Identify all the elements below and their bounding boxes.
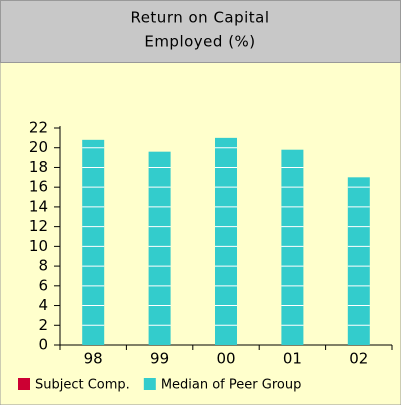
legend-swatch: [18, 378, 30, 390]
bar: [215, 137, 237, 345]
chart-title: Employed (%): [144, 33, 255, 51]
x-tick-label: 98: [84, 350, 103, 368]
y-tick-label: 20: [29, 138, 48, 156]
y-tick-label: 18: [29, 158, 48, 176]
x-tick-label: 02: [349, 350, 368, 368]
legend-swatch: [143, 378, 156, 390]
y-tick-label: 0: [38, 336, 48, 354]
x-tick-label: 99: [150, 350, 169, 368]
bar: [281, 149, 304, 345]
y-tick-label: 8: [38, 257, 48, 275]
header: [0, 0, 401, 63]
y-tick-label: 4: [38, 296, 48, 314]
x-tick-label: 01: [283, 350, 302, 368]
bar: [347, 177, 370, 345]
y-tick-label: 2: [38, 316, 48, 334]
y-tick-label: 6: [38, 276, 48, 294]
y-tick-label: 22: [29, 119, 48, 137]
x-tick-label: 00: [216, 350, 235, 368]
y-tick-label: 16: [29, 178, 48, 196]
bar: [148, 151, 171, 345]
legend-label: Median of Peer Group: [161, 378, 302, 393]
y-tick-label: 10: [29, 237, 48, 255]
legend-label: Subject Comp.: [35, 378, 130, 393]
bar: [82, 139, 105, 345]
y-tick-label: 12: [29, 217, 48, 235]
chart-title: Return on Capital: [130, 9, 269, 27]
y-tick-label: 14: [29, 197, 48, 215]
